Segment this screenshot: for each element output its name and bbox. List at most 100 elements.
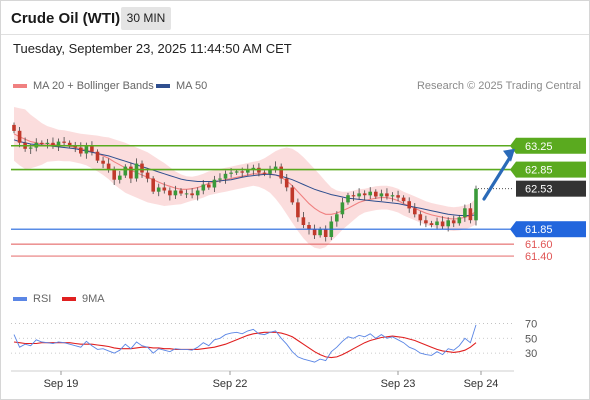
bollinger-bands	[14, 107, 476, 249]
price-level-label: 61.40	[525, 251, 553, 263]
candle	[301, 217, 306, 225]
x-axis-tick-label: Sep 19	[44, 378, 79, 390]
candle	[323, 229, 328, 237]
candle	[201, 184, 206, 191]
candle	[435, 221, 439, 226]
candle	[374, 191, 378, 197]
candle	[173, 190, 178, 196]
candle	[101, 160, 105, 164]
ma50-line	[13, 139, 477, 216]
candle	[84, 145, 89, 154]
candle	[156, 187, 161, 192]
instrument-title: Crude Oil (WTI)	[11, 10, 121, 27]
header-divider	[1, 34, 589, 35]
candle	[251, 167, 256, 170]
candle	[318, 229, 322, 236]
candle	[67, 142, 72, 146]
candle	[362, 193, 367, 196]
price-level-tag	[516, 221, 586, 238]
legend-ma50: MA 50	[156, 80, 207, 92]
price-level-label: 61.60	[525, 239, 553, 251]
legend-rsi-label: RSI	[33, 293, 52, 305]
candle	[12, 124, 16, 131]
candle	[351, 195, 356, 197]
legend-ma20-label: MA 20 + Bollinger Bands	[33, 80, 154, 92]
candle	[51, 142, 55, 146]
candle	[162, 187, 167, 191]
candle	[207, 184, 211, 188]
candle	[28, 147, 33, 149]
candle	[129, 166, 133, 179]
candle	[262, 172, 267, 174]
candle	[279, 166, 283, 179]
candle	[56, 141, 61, 146]
candle	[290, 187, 295, 203]
candle	[346, 195, 350, 203]
candle	[134, 163, 139, 179]
candle	[390, 195, 395, 197]
price-level-tag-pointer	[510, 161, 516, 178]
timeframe-button[interactable]: 30 MIN	[121, 7, 171, 30]
candle	[463, 208, 467, 218]
candle	[218, 178, 222, 180]
timestamp: Tuesday, September 23, 2025 11:44:50 AM …	[13, 41, 292, 56]
9ma-swatch	[62, 297, 76, 301]
candle	[106, 163, 111, 170]
legend-ma50-label: MA 50	[176, 80, 208, 92]
candle	[229, 172, 233, 174]
candle	[73, 145, 77, 148]
candle	[357, 193, 361, 197]
candle	[90, 145, 94, 152]
candle	[190, 193, 194, 196]
candle	[407, 201, 411, 209]
price-level-tag-pointer	[510, 221, 516, 238]
candle	[307, 225, 311, 230]
candle	[284, 178, 289, 188]
ma50-swatch	[156, 84, 170, 88]
candle	[145, 172, 150, 179]
candle	[246, 169, 250, 173]
candle	[312, 229, 317, 236]
rsi-swatch	[13, 297, 27, 301]
candle	[468, 208, 473, 221]
x-axis-tick-label: Sep 24	[464, 378, 499, 390]
candle	[151, 178, 155, 192]
price-level-label: 61.85	[525, 224, 553, 236]
candle	[457, 217, 462, 224]
candle	[179, 190, 183, 194]
rsi-tick-label: 30	[525, 348, 537, 360]
rsi-line	[13, 324, 477, 363]
candle	[79, 147, 83, 154]
candle	[123, 166, 128, 176]
candle	[112, 169, 116, 180]
price-level-tag	[516, 161, 586, 178]
price-level-label: 62.53	[525, 184, 553, 196]
rsi-tick-label: 70	[525, 318, 537, 330]
candle	[234, 171, 239, 173]
candle	[340, 202, 345, 215]
candle	[385, 193, 389, 197]
candle	[40, 142, 44, 144]
candle	[223, 173, 228, 179]
candle	[418, 214, 423, 221]
x-axis-tick-label: Sep 23	[381, 378, 416, 390]
candle	[296, 202, 300, 218]
legend-ma20: MA 20 + Bollinger Bands	[13, 80, 154, 92]
candle	[140, 163, 144, 173]
candle	[268, 169, 272, 174]
candle	[62, 141, 66, 143]
candle	[379, 193, 384, 197]
candle	[401, 197, 406, 202]
projection-arrow	[482, 154, 513, 201]
legend-rsi: RSI	[13, 293, 51, 305]
legend-9ma-label: 9MA	[82, 293, 105, 305]
price-level-tag	[516, 137, 586, 154]
research-credit: Research © 2025 Trading Central	[416, 80, 581, 92]
rsi-tick-label: 50	[525, 333, 537, 345]
candle	[118, 175, 122, 180]
candle	[474, 188, 478, 221]
candle	[95, 151, 100, 161]
x-axis-tick-label: Sep 22	[213, 378, 248, 390]
price-level-label: 63.25	[525, 141, 553, 153]
candle	[273, 166, 278, 170]
